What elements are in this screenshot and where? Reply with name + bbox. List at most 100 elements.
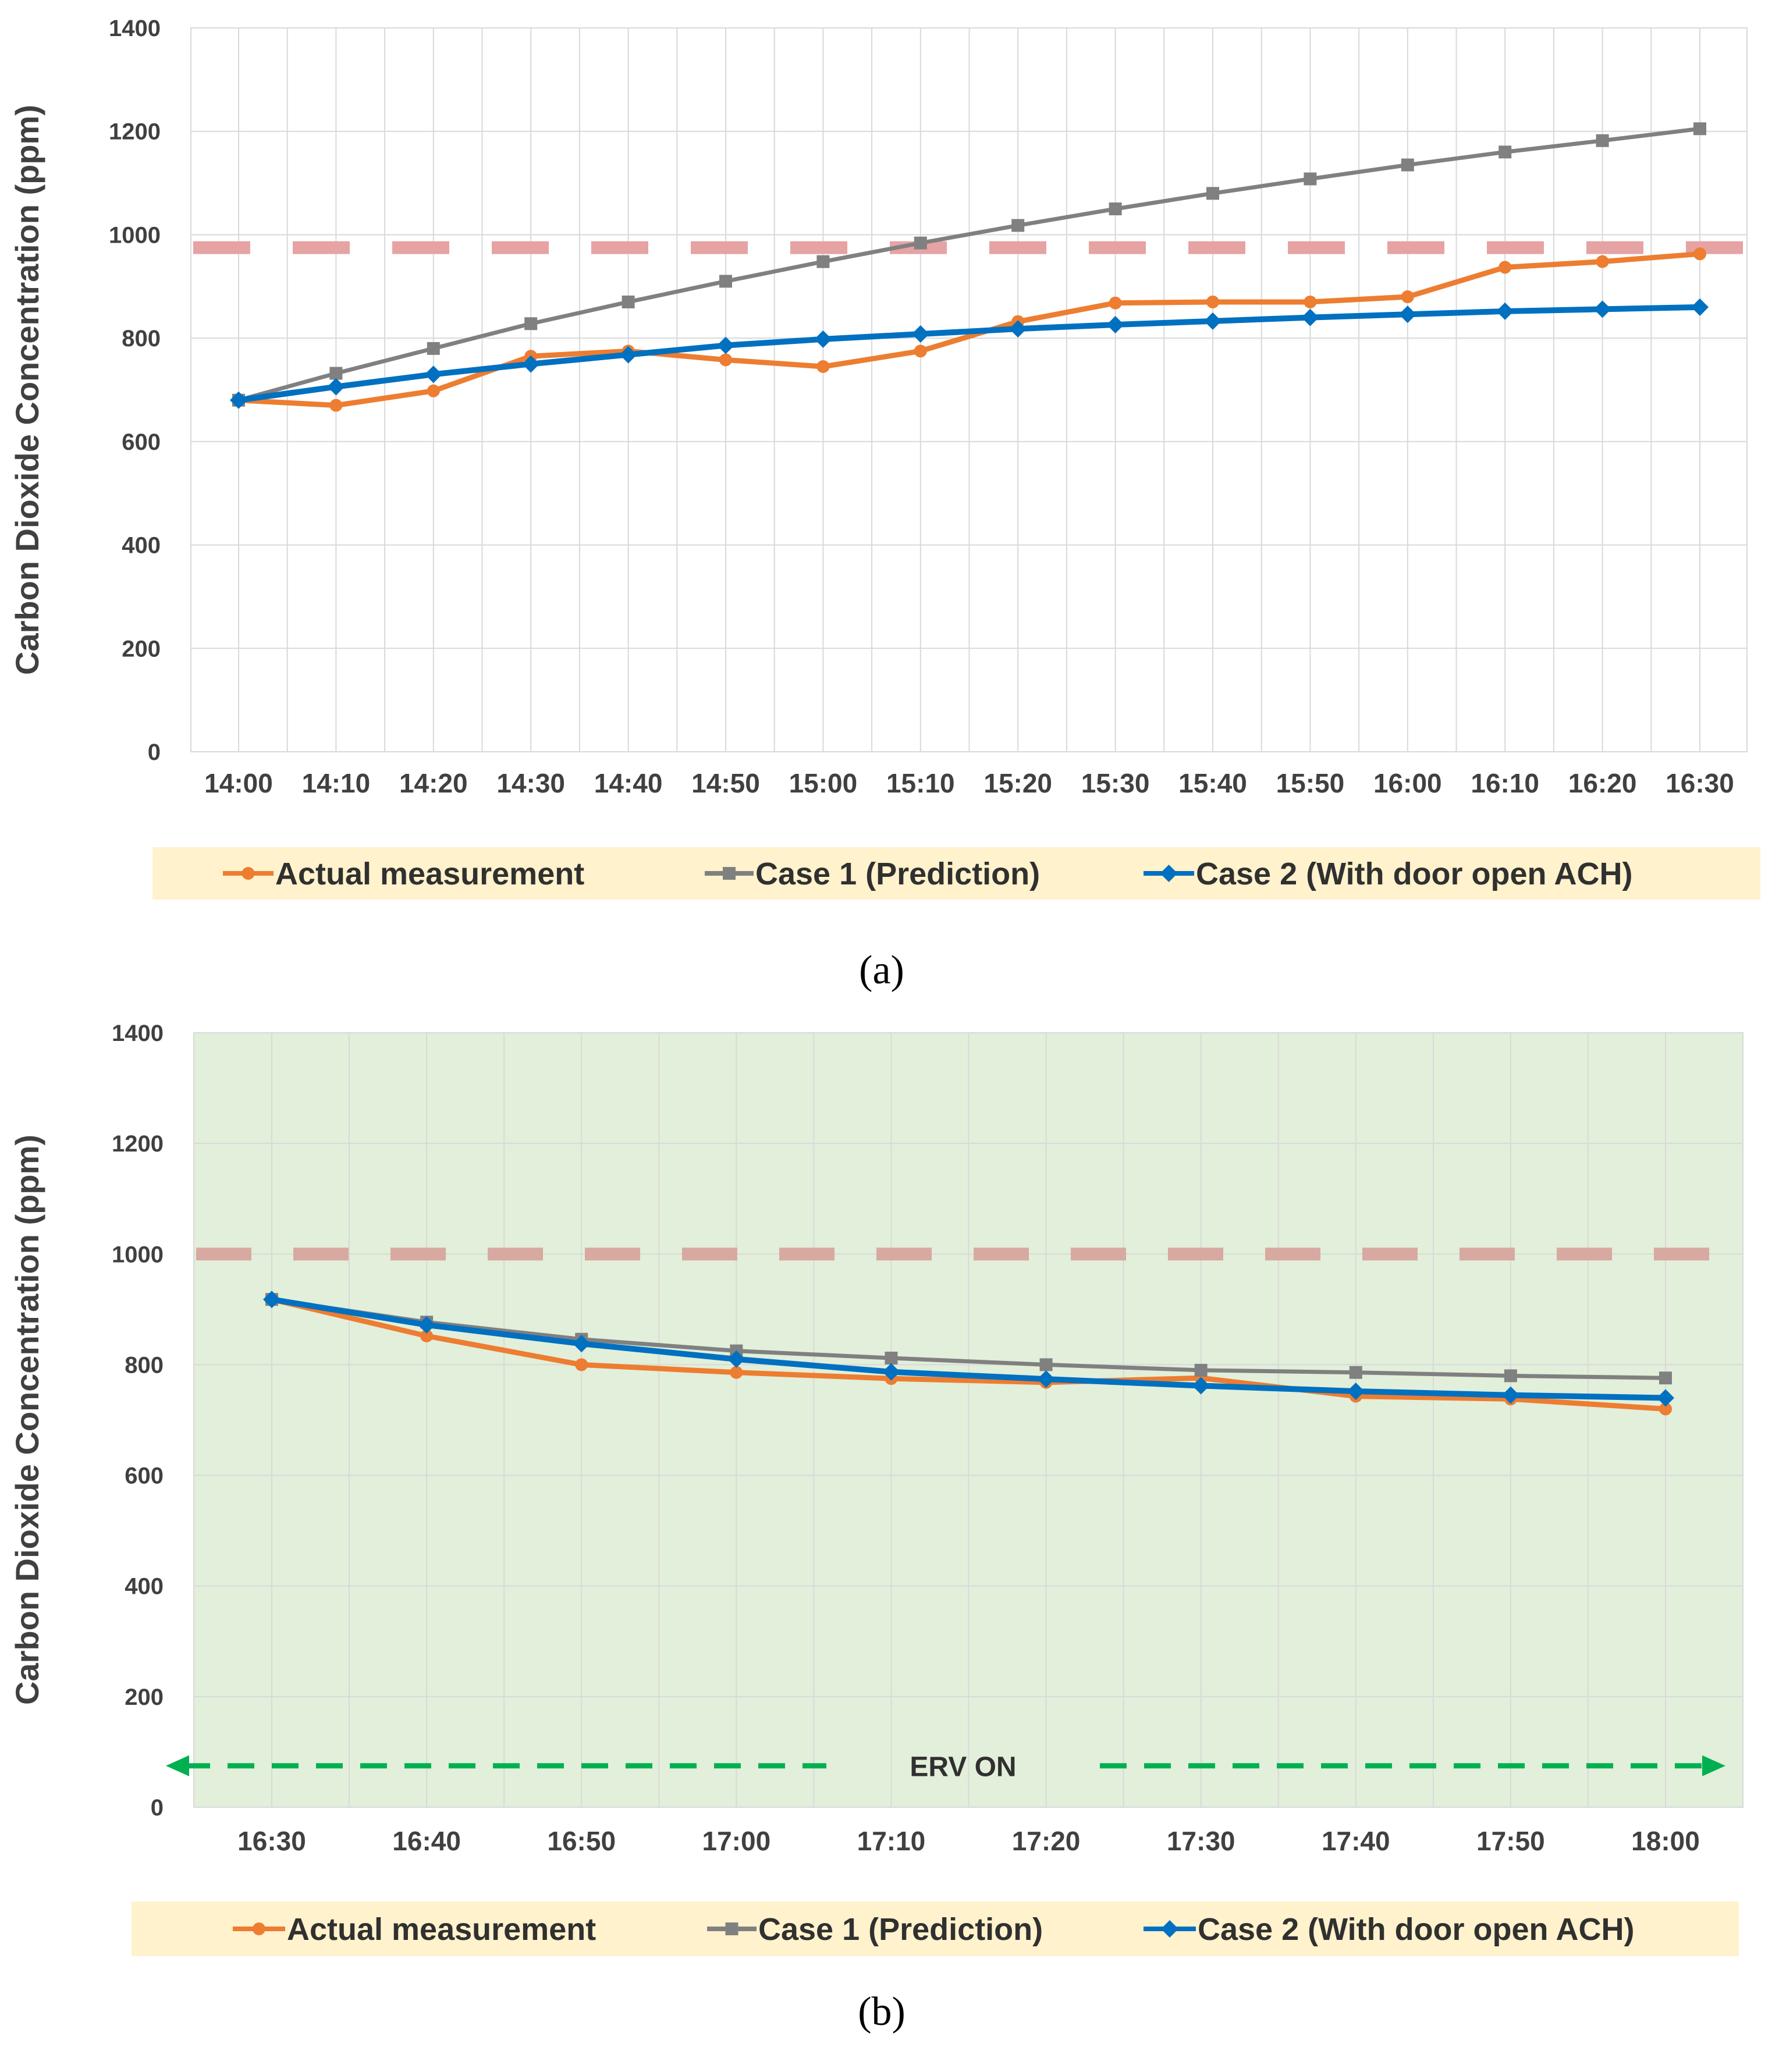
data-point bbox=[1301, 308, 1319, 326]
x-tick-label: 16:40 bbox=[392, 1826, 461, 1856]
data-point bbox=[1304, 295, 1317, 308]
x-tick-label: 17:10 bbox=[857, 1826, 926, 1856]
x-tick-label: 16:10 bbox=[1471, 768, 1539, 798]
legend-marker bbox=[723, 867, 736, 880]
series-line-1 bbox=[271, 1296, 1666, 1412]
legend-label: Actual measurement bbox=[287, 1912, 596, 1947]
x-tick-label: 14:50 bbox=[691, 768, 760, 798]
data-point bbox=[1347, 1382, 1365, 1401]
data-point bbox=[1501, 1386, 1519, 1404]
data-point bbox=[418, 1316, 436, 1334]
data-point bbox=[329, 367, 343, 380]
y-tick-label: 400 bbox=[122, 533, 161, 559]
legend-label: Case 1 (Prediction) bbox=[758, 1912, 1043, 1947]
series-line-3 bbox=[271, 1296, 1666, 1401]
legend-box bbox=[152, 847, 1760, 900]
x-tick-label: 18:00 bbox=[1631, 1826, 1700, 1856]
legend-label: Case 2 (With door open ACH) bbox=[1198, 1912, 1635, 1947]
y-tick-label: 1000 bbox=[112, 1242, 164, 1267]
data-point bbox=[727, 1350, 745, 1368]
data-point bbox=[1659, 1371, 1672, 1385]
data-point bbox=[1109, 296, 1122, 310]
data-point bbox=[1596, 134, 1609, 147]
data-point bbox=[1496, 302, 1514, 320]
data-point bbox=[524, 317, 538, 330]
data-point bbox=[424, 365, 442, 383]
y-tick-label: 400 bbox=[125, 1574, 164, 1600]
chart-panel-b: 0 200 400 600 800 1000 1200 1400 16:30 16:40 16:50… bbox=[9, 1021, 1744, 2034]
x-tick-label: 15:50 bbox=[1276, 768, 1345, 798]
data-point bbox=[1401, 158, 1414, 172]
data-point bbox=[1659, 1402, 1672, 1416]
data-point bbox=[885, 1352, 898, 1365]
legend-marker bbox=[1160, 865, 1178, 882]
x-tick-label: 16:00 bbox=[1373, 768, 1442, 798]
x-tick-label: 15:00 bbox=[789, 768, 858, 798]
x-tick-label: 16:30 bbox=[1666, 768, 1734, 798]
legend-label: Actual measurement bbox=[275, 856, 584, 891]
data-point bbox=[1691, 298, 1709, 316]
series-line-1 bbox=[238, 251, 1700, 408]
y-tick-label: 1000 bbox=[109, 222, 161, 248]
erv-on-label: ERV ON bbox=[910, 1752, 1016, 1783]
data-point bbox=[263, 1291, 280, 1309]
data-point bbox=[1398, 305, 1416, 324]
x-tick-label: 17:30 bbox=[1167, 1826, 1235, 1856]
data-point bbox=[1192, 1377, 1210, 1395]
data-point bbox=[1499, 261, 1512, 274]
data-point bbox=[1109, 202, 1122, 215]
data-point bbox=[573, 1335, 591, 1353]
data-point bbox=[1039, 1358, 1053, 1371]
data-point bbox=[1693, 122, 1706, 136]
y-tick-label: 1200 bbox=[112, 1131, 164, 1157]
x-tick-label: 15:30 bbox=[1081, 768, 1150, 798]
data-point bbox=[1349, 1366, 1362, 1379]
x-tick-label: 16:50 bbox=[547, 1826, 616, 1856]
data-point bbox=[1009, 320, 1027, 338]
data-point bbox=[814, 330, 832, 348]
data-point bbox=[1593, 300, 1611, 318]
legend-box bbox=[132, 1902, 1739, 1956]
figure-caption: (b) bbox=[858, 1989, 906, 2034]
y-tick-label: 800 bbox=[122, 326, 161, 351]
figure-caption: (a) bbox=[859, 948, 904, 993]
legend-marker bbox=[253, 1922, 265, 1935]
data-point bbox=[1401, 290, 1414, 304]
data-point bbox=[730, 1366, 743, 1379]
x-tick-label: 14:30 bbox=[496, 768, 565, 798]
data-point bbox=[327, 378, 345, 396]
y-tick-label: 200 bbox=[122, 636, 161, 662]
data-point bbox=[914, 236, 927, 250]
x-tick-label: 16:20 bbox=[1568, 768, 1637, 798]
y-tick-label: 1200 bbox=[109, 119, 161, 145]
x-tick-label: 15:20 bbox=[983, 768, 1052, 798]
data-point bbox=[1206, 295, 1219, 308]
y-tick-label: 0 bbox=[151, 1795, 164, 1821]
data-point bbox=[1194, 1363, 1208, 1377]
data-point bbox=[816, 360, 830, 374]
x-tick-label: 14:20 bbox=[399, 768, 468, 798]
data-point bbox=[1011, 219, 1025, 232]
data-point bbox=[1304, 172, 1317, 186]
x-tick-label: 17:50 bbox=[1476, 1826, 1545, 1856]
x-tick-label: 15:10 bbox=[886, 768, 955, 798]
data-point bbox=[1106, 316, 1124, 334]
data-point bbox=[619, 346, 637, 364]
x-tick-label: 17:40 bbox=[1322, 1826, 1390, 1856]
x-tick-label: 14:10 bbox=[302, 768, 371, 798]
data-point bbox=[575, 1358, 588, 1371]
data-point bbox=[420, 1329, 434, 1342]
x-tick-label: 14:00 bbox=[204, 768, 273, 798]
data-point bbox=[1504, 1369, 1517, 1382]
chart-panel-a: 0 200 400 600 800 1000 1200 1400 14:00 14:10 14:20… bbox=[9, 16, 1760, 993]
data-point bbox=[1204, 312, 1221, 330]
legend-label: Case 2 (With door open ACH) bbox=[1196, 856, 1633, 891]
data-point bbox=[717, 336, 734, 354]
y-tick-label: 1400 bbox=[109, 16, 161, 41]
y-tick-label: 600 bbox=[125, 1463, 164, 1489]
data-point bbox=[914, 344, 927, 358]
data-point bbox=[1037, 1370, 1055, 1388]
data-point bbox=[719, 353, 732, 367]
y-tick-label: 600 bbox=[122, 429, 161, 455]
